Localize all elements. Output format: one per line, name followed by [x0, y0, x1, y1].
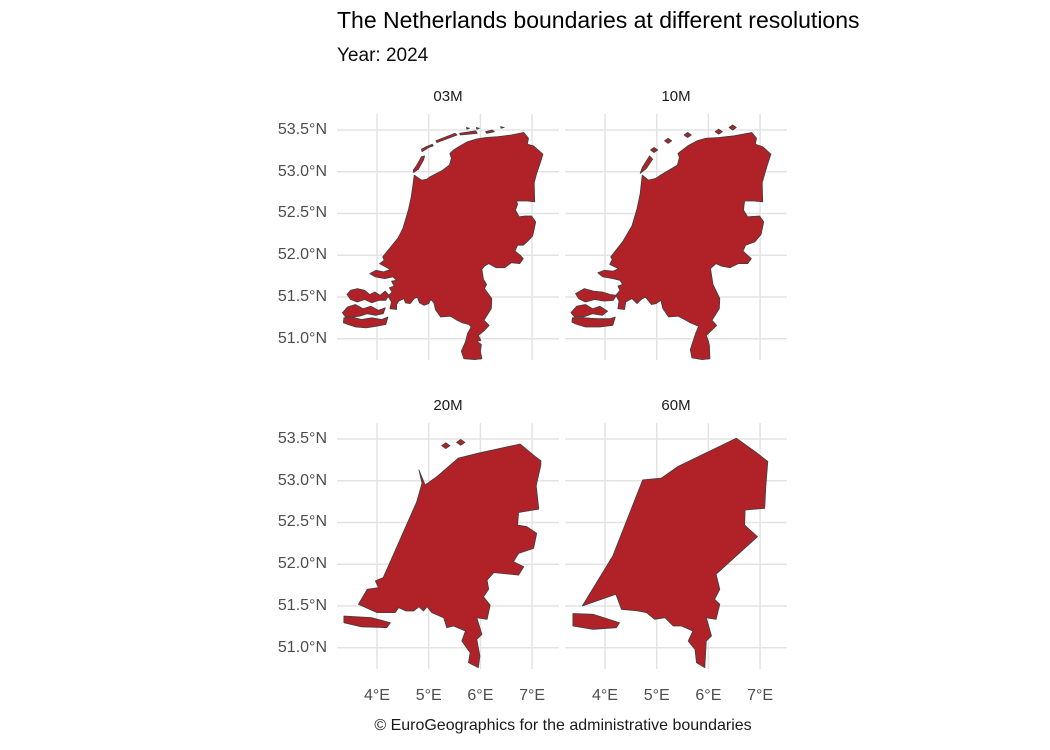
netherlands-boundary-03m — [421, 143, 434, 153]
x-axis-tick-label: 7°E — [747, 687, 774, 704]
netherlands-boundary-20m — [358, 443, 542, 669]
y-axis-tick-label: 52.0°N — [277, 555, 327, 573]
netherlands-boundary-60m — [572, 613, 620, 630]
netherlands-boundary-20m — [456, 439, 466, 446]
x-axis-tick-label: 4°E — [592, 687, 618, 704]
facet-strip-label-10m: 10M — [661, 88, 691, 105]
netherlands-boundary-10m — [683, 132, 692, 138]
y-axis-tick-label: 51.0°N — [277, 329, 327, 347]
netherlands-boundary-20m — [441, 442, 451, 449]
x-axis-tick-label: 5°E — [415, 687, 442, 704]
x-axis-tick-label: 5°E — [643, 687, 670, 704]
netherlands-boundary-10m — [570, 304, 608, 318]
netherlands-boundary-10m — [575, 288, 617, 303]
plot-subtitle: Year: 2024 — [337, 45, 429, 66]
netherlands-boundary-03m — [500, 126, 505, 129]
map-panel-20m — [337, 423, 559, 669]
map-panel-03m — [337, 114, 559, 360]
netherlands-boundary-03m — [412, 155, 425, 173]
facet-strip-label-20m: 20M — [433, 397, 463, 414]
netherlands-boundary-03m — [346, 288, 390, 304]
netherlands-boundary-10m — [714, 128, 723, 135]
netherlands-boundary-03m — [475, 127, 480, 130]
y-axis-tick-label: 52.5°N — [277, 204, 327, 222]
x-axis-tick-label: 7°E — [519, 687, 546, 704]
y-axis-tick-label: 53.0°N — [277, 471, 327, 489]
netherlands-boundary-60m — [581, 437, 769, 669]
y-axis-tick-label: 51.5°N — [277, 287, 327, 305]
x-axis-tick-label: 4°E — [364, 687, 390, 704]
y-axis-tick-label: 53.5°N — [277, 120, 327, 138]
x-axis-tick-label: 6°E — [467, 687, 494, 704]
y-axis-tick-label: 52.0°N — [277, 246, 327, 264]
netherlands-boundary-10m — [639, 155, 653, 174]
netherlands-boundary-03m — [435, 132, 458, 143]
map-panel-10m — [565, 114, 787, 360]
netherlands-boundary-03m — [485, 129, 495, 134]
netherlands-boundary-03m — [342, 304, 386, 318]
netherlands-boundary-03m — [369, 132, 544, 360]
x-axis-tick-label: 6°E — [695, 687, 722, 704]
netherlands-boundary-03m — [343, 316, 389, 329]
netherlands-boundary-10m — [650, 147, 659, 153]
facet-strip-label-60m: 60M — [661, 397, 691, 414]
y-axis-tick-label: 53.5°N — [277, 429, 327, 447]
netherlands-boundary-10m — [597, 132, 772, 360]
plot-title: The Netherlands boundaries at different … — [337, 7, 860, 33]
netherlands-boundary-20m — [343, 615, 391, 629]
netherlands-boundary-10m — [664, 137, 673, 144]
map-panel-60m — [565, 423, 787, 669]
facet-strip-label-03m: 03M — [433, 88, 463, 105]
y-axis-tick-label: 51.0°N — [277, 638, 327, 656]
netherlands-boundary-03m — [466, 127, 470, 130]
netherlands-boundary-10m — [728, 124, 737, 131]
netherlands-boundary-03m — [459, 130, 478, 136]
netherlands-boundary-10m — [571, 316, 616, 328]
y-axis-tick-label: 51.5°N — [277, 596, 327, 614]
y-axis-tick-label: 53.0°N — [277, 162, 327, 180]
y-axis-tick-label: 52.5°N — [277, 513, 327, 531]
plot-caption: © EuroGeographics for the administrative… — [374, 717, 752, 734]
